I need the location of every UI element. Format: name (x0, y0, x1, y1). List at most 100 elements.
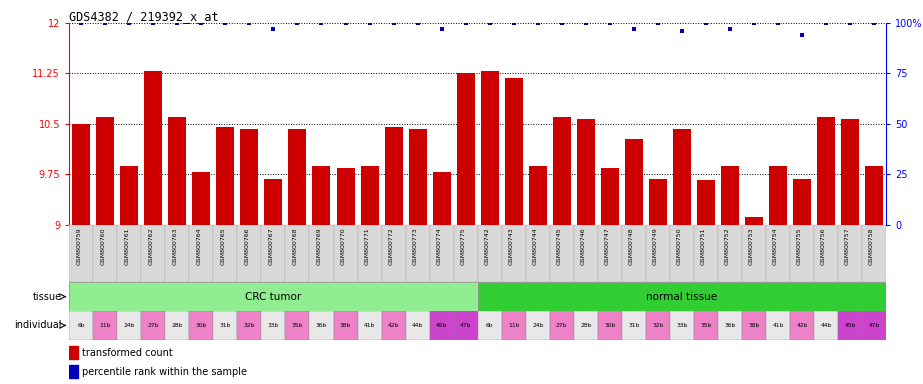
Bar (69, 346, 78, 359)
Text: GSM800758: GSM800758 (869, 227, 874, 265)
Bar (646, 225, 670, 282)
Bar (814, 311, 838, 340)
Point (627, 26, 641, 32)
Bar (670, 225, 694, 282)
Text: 42b: 42b (797, 323, 808, 328)
Text: GSM800769: GSM800769 (317, 227, 321, 265)
Bar (766, 311, 790, 340)
Text: GSM800747: GSM800747 (605, 227, 610, 265)
Text: GSM800757: GSM800757 (845, 227, 850, 265)
Bar (601, 168, 618, 225)
Point (819, 20, 833, 26)
Bar (814, 225, 838, 282)
Bar (144, 71, 162, 225)
Text: GSM800774: GSM800774 (437, 227, 441, 265)
Bar (285, 225, 309, 282)
Bar (577, 119, 594, 225)
Bar (838, 225, 862, 282)
Bar (670, 311, 694, 340)
Bar (429, 311, 453, 340)
Text: 38b: 38b (340, 323, 351, 328)
Text: GSM800752: GSM800752 (725, 227, 730, 265)
Bar (240, 129, 258, 225)
Bar (622, 225, 646, 282)
Bar (165, 311, 189, 340)
Bar (649, 179, 666, 225)
Text: 41b: 41b (364, 323, 376, 328)
Text: 42b: 42b (388, 323, 400, 328)
Bar (477, 311, 502, 340)
Text: GSM800746: GSM800746 (581, 227, 586, 265)
Bar (865, 166, 883, 225)
Bar (264, 179, 282, 225)
Bar (309, 225, 333, 282)
Text: transformed count: transformed count (82, 348, 173, 358)
Point (362, 20, 377, 26)
Bar (261, 225, 285, 282)
Bar (742, 311, 766, 340)
Point (507, 20, 521, 26)
Text: GSM800759: GSM800759 (77, 227, 81, 265)
Bar (117, 311, 141, 340)
Text: 32b: 32b (244, 323, 255, 328)
Bar (502, 311, 526, 340)
Text: GSM800775: GSM800775 (461, 227, 465, 265)
Text: 31b: 31b (220, 323, 231, 328)
Bar (409, 129, 426, 225)
Bar (862, 311, 886, 340)
Bar (721, 166, 739, 225)
Text: CRC tumor: CRC tumor (246, 291, 302, 302)
Point (410, 20, 425, 26)
Bar (697, 180, 715, 225)
Bar (96, 117, 114, 225)
Text: 33b: 33b (677, 323, 688, 328)
Text: GSM800754: GSM800754 (773, 227, 778, 265)
Text: GSM800770: GSM800770 (341, 227, 345, 265)
Text: 6b: 6b (485, 323, 494, 328)
Point (290, 20, 305, 26)
Point (218, 20, 233, 26)
Bar (69, 365, 78, 378)
Text: GSM800765: GSM800765 (221, 227, 225, 265)
Bar (285, 311, 309, 340)
Text: GSM800748: GSM800748 (629, 227, 634, 265)
Bar (72, 124, 90, 225)
Bar (841, 119, 859, 225)
Bar (213, 311, 237, 340)
Text: GSM800749: GSM800749 (653, 227, 658, 265)
Text: GSM800750: GSM800750 (677, 227, 682, 265)
Point (146, 20, 161, 26)
Bar (769, 166, 787, 225)
Point (122, 20, 137, 26)
Point (867, 20, 881, 26)
Point (458, 20, 473, 26)
Bar (550, 225, 574, 282)
Text: GSM800763: GSM800763 (173, 227, 177, 265)
Bar (574, 225, 598, 282)
Point (579, 20, 593, 26)
Bar (526, 225, 550, 282)
Text: GSM800762: GSM800762 (149, 227, 153, 265)
Text: 30b: 30b (196, 323, 207, 328)
Text: individual: individual (15, 320, 62, 331)
Text: GDS4382 / 219392_x_at: GDS4382 / 219392_x_at (69, 10, 219, 23)
Point (74, 20, 89, 26)
Bar (381, 225, 405, 282)
Bar (838, 311, 862, 340)
Bar (433, 172, 450, 225)
Text: GSM800761: GSM800761 (125, 227, 129, 265)
Text: 6b: 6b (78, 323, 85, 328)
Bar (598, 311, 622, 340)
Bar (237, 311, 261, 340)
Text: GSM800772: GSM800772 (389, 227, 393, 265)
Bar (793, 179, 811, 225)
Bar (646, 311, 670, 340)
Bar (745, 217, 763, 225)
Bar (694, 311, 718, 340)
Text: 28b: 28b (172, 323, 183, 328)
Text: 36b: 36b (725, 323, 736, 328)
Bar (429, 225, 453, 282)
Text: 44b: 44b (412, 323, 424, 328)
Text: 35b: 35b (292, 323, 303, 328)
Text: GSM800760: GSM800760 (101, 227, 105, 265)
